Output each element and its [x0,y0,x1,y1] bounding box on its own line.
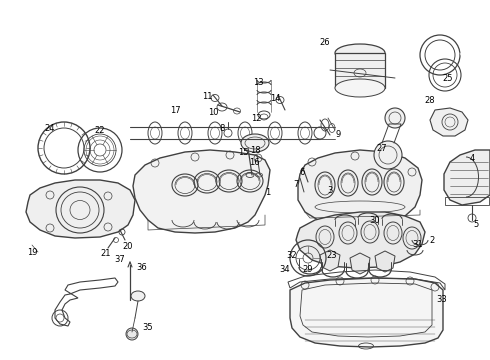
Text: 25: 25 [443,73,453,82]
Text: 1: 1 [266,188,270,197]
Text: 5: 5 [473,220,479,229]
Text: 28: 28 [425,95,435,104]
Text: 12: 12 [251,113,261,122]
Polygon shape [350,253,370,274]
Text: 14: 14 [270,94,280,103]
Text: 24: 24 [45,123,55,132]
Text: 35: 35 [143,324,153,333]
Ellipse shape [131,291,145,301]
Text: 31: 31 [413,239,423,248]
Text: 27: 27 [377,144,387,153]
Text: 30: 30 [369,216,380,225]
Text: 17: 17 [170,105,180,114]
Text: 22: 22 [95,126,105,135]
Text: 16: 16 [249,158,259,166]
Ellipse shape [241,134,269,152]
Text: 36: 36 [137,264,147,273]
Text: 23: 23 [327,251,337,260]
Text: 15: 15 [238,148,248,157]
Ellipse shape [335,79,385,97]
Text: 11: 11 [202,91,212,100]
Polygon shape [26,180,135,238]
Text: 32: 32 [287,252,297,261]
Polygon shape [444,150,490,205]
Polygon shape [320,250,340,271]
Text: 3: 3 [327,185,333,194]
Polygon shape [296,212,425,268]
Circle shape [126,328,138,340]
Text: 10: 10 [208,108,218,117]
Text: 18: 18 [250,145,260,154]
Text: 33: 33 [437,296,447,305]
Circle shape [385,108,405,128]
Text: 4: 4 [469,153,475,162]
Text: 21: 21 [101,249,111,258]
Bar [335,53,385,88]
Ellipse shape [335,44,385,62]
Text: 34: 34 [280,266,290,274]
Text: 9: 9 [335,130,341,139]
Polygon shape [430,108,468,136]
Text: 13: 13 [253,77,263,86]
Text: 19: 19 [27,248,37,257]
Polygon shape [298,150,422,226]
Polygon shape [133,150,270,233]
Polygon shape [290,278,443,347]
Text: 29: 29 [303,266,313,274]
Bar [445,197,489,205]
Circle shape [374,141,402,169]
Text: 7: 7 [294,180,299,189]
Polygon shape [375,251,395,272]
Text: 8: 8 [220,123,225,132]
Text: 37: 37 [115,256,125,265]
Text: 2: 2 [429,235,435,244]
Text: 26: 26 [319,37,330,46]
Text: 20: 20 [123,242,133,251]
Text: 6: 6 [299,167,305,176]
